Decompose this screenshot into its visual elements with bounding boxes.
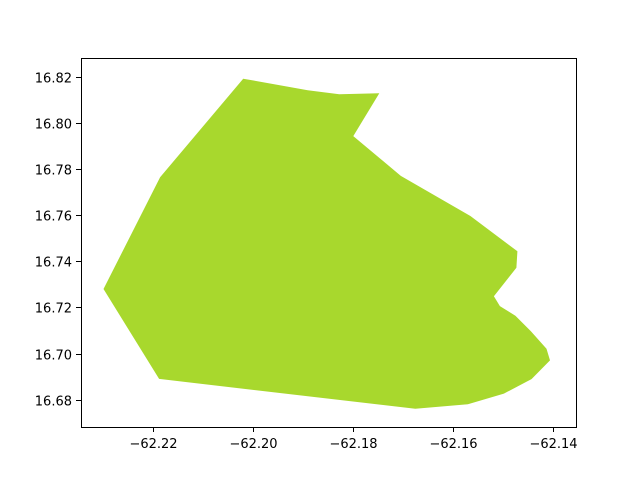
y-tick-label: 16.80 <box>35 118 72 133</box>
x-axis: −62.22 −62.20 −62.18 −62.16 −62.14 <box>129 427 578 452</box>
y-tick-label: 16.82 <box>35 72 72 87</box>
y-tick-label: 16.72 <box>35 302 72 317</box>
plot-area <box>103 78 550 409</box>
x-tick-label: −62.16 <box>429 437 477 452</box>
axes-frame <box>81 58 577 428</box>
y-tick-label: 16.68 <box>35 395 72 410</box>
y-tick-label: 16.70 <box>35 349 72 364</box>
y-tick-label: 16.74 <box>35 256 72 271</box>
x-tick-label: −62.18 <box>329 437 377 452</box>
y-tick-label: 16.78 <box>35 164 72 179</box>
region-polygon <box>103 78 550 409</box>
y-tick-label: 16.76 <box>35 210 72 225</box>
y-axis: 16.68 16.70 16.72 16.74 16.76 16.78 16.80 16.82 <box>35 72 81 410</box>
x-tick-label: −62.14 <box>529 437 577 452</box>
x-tick-label: −62.20 <box>229 437 277 452</box>
x-tick-label: −62.22 <box>129 437 177 452</box>
